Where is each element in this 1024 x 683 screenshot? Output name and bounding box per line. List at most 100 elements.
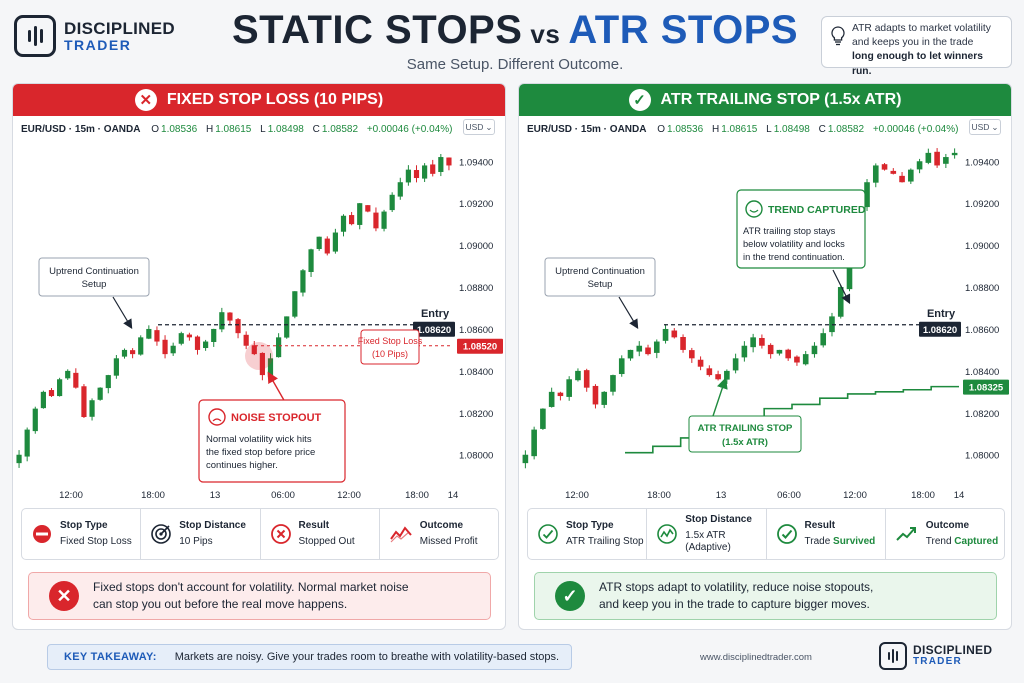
x-tick-label: 12:00 (59, 490, 83, 501)
candle-body (178, 333, 184, 344)
candle-body (81, 386, 87, 418)
candle-body (951, 152, 958, 156)
y-tick-label: 1.09200 (965, 199, 999, 210)
stopout-line-3: continues higher. (206, 460, 278, 471)
captured-line-3: in the trend continuation. (743, 252, 845, 262)
stat-result: Result Stopped Out (261, 509, 380, 559)
candle-body (881, 164, 888, 170)
candle-body (292, 291, 298, 317)
candle-body (872, 165, 879, 183)
candle-body (715, 374, 721, 380)
candle-body (706, 368, 713, 376)
candle-body (324, 238, 330, 254)
x-circle-icon: ✕ (49, 581, 79, 611)
fixed-stop-chart: 1.09400 1.09200 1.09000 1.08800 1.08600 1.084… (16, 153, 503, 501)
y-tick-label: 1.08400 (459, 367, 493, 378)
candle-body (57, 379, 63, 397)
candle-body (73, 372, 79, 388)
candle-body (373, 212, 379, 229)
y-tick-label: 1.08600 (965, 325, 999, 336)
stop-callout-line-2: (10 Pips) (372, 349, 408, 359)
candle-body (829, 316, 835, 333)
entry-label: Entry (421, 308, 450, 320)
page-title: STATIC STOPS vs ATR STOPS (200, 8, 830, 53)
atr-stop-chart: 1.09400 1.09200 1.09000 1.08800 1.08600 1.084… (522, 148, 1009, 501)
atr-stop-header: ✓ ATR TRAILING STOP (1.5x ATR) (519, 84, 1011, 116)
logo-bars-icon (14, 15, 56, 57)
candle-body (105, 375, 111, 389)
brand-logo: DISCIPLINED TRADER (14, 14, 184, 58)
change-value: +0.00046 (+0.04%) (872, 124, 959, 135)
candle-body (697, 359, 704, 367)
currency-select[interactable]: USD ⌄ (969, 119, 1001, 135)
stat-result: Result Trade Survived (767, 509, 886, 559)
x-tick-label: 14 (954, 490, 965, 501)
candle-body (446, 157, 452, 166)
candle-body (259, 352, 265, 376)
candle-body (689, 350, 695, 359)
x-tick-label: 18:00 (405, 490, 429, 501)
stat-outcome: Outcome Trend Captured (886, 509, 1004, 559)
candle-body (820, 333, 827, 346)
candle-body (627, 349, 634, 359)
stopout-callout (198, 399, 346, 483)
candle-body (146, 328, 152, 339)
stopout-line-2: the fixed stop before price (206, 447, 315, 458)
candle-body (540, 408, 546, 429)
stop-callout (360, 329, 420, 365)
candle-body (776, 349, 783, 354)
change-value: +0.00046 (+0.04%) (366, 124, 453, 135)
symbol-label: EUR/USD · 15m · OANDA (21, 124, 141, 135)
y-tick-label: 1.08000 (459, 451, 493, 462)
setup-line-2: Setup (82, 279, 107, 290)
candle-body (186, 334, 192, 338)
candle-body (89, 400, 95, 417)
sad-face-mouth (212, 418, 222, 422)
candle-body (97, 387, 103, 400)
atr-stop-arrow (712, 377, 728, 417)
candle-body (211, 328, 217, 342)
candle-body (389, 194, 395, 211)
stopout-arrow (267, 371, 286, 403)
candle-body (662, 328, 669, 341)
candle-body (24, 429, 30, 457)
fixed-stop-note: ✕ Fixed stops don't account for volatili… (28, 572, 491, 620)
candle-body (413, 170, 420, 179)
atr-stop-line (625, 385, 959, 454)
fixed-stop-panel: ✕ FIXED STOP LOSS (10 PIPS) EUR/USD · 15… (12, 83, 506, 630)
takeaway-text: Markets are noisy. Give your trades room… (174, 651, 560, 663)
candle-body (899, 175, 905, 183)
candle-body (243, 334, 249, 346)
x-tick-label: 12:00 (337, 490, 361, 501)
stat-outcome: Outcome Missed Profit (380, 509, 498, 559)
atr-stop-note: ✓ ATR stops adapt to volatility, reduce … (534, 572, 997, 620)
y-tick-label: 1.08800 (459, 283, 493, 294)
stat-stop-distance: Stop Distance 10 Pips (141, 509, 261, 559)
candle-body (794, 356, 800, 363)
atr-stop-title: ATR TRAILING STOP (1.5x ATR) (660, 91, 902, 108)
candle-body (724, 370, 730, 380)
y-tick-label: 1.09000 (965, 241, 999, 252)
entry-price-tag (413, 321, 455, 337)
x-circle-icon (270, 524, 291, 544)
currency-select[interactable]: USD ⌄ (463, 119, 495, 135)
site-url[interactable]: www.disciplinedtrader.com (700, 652, 812, 663)
candle-body (925, 152, 932, 163)
low-value: 1.08498 (267, 124, 304, 135)
entry-price-label: 1.08620 (417, 325, 451, 336)
x-tick-label: 13 (716, 490, 727, 501)
fixed-stop-title: FIXED STOP LOSS (10 PIPS) (166, 91, 384, 108)
tip-line-1: ATR adapts to market volatility (852, 23, 991, 34)
candle-body (741, 345, 748, 358)
check-circle-icon (776, 524, 797, 544)
stopout-title: NOISE STOPOUT (231, 412, 322, 424)
ohlc-bar: EUR/USD · 15m · OANDA O 1.08536 H 1.08615 … (21, 124, 453, 135)
candle-body (170, 345, 176, 354)
smile-face-mouth (749, 209, 759, 213)
low-value: 1.08498 (773, 124, 810, 135)
captured-line-2: below volatility and locks (743, 239, 845, 249)
candle-body (864, 182, 870, 208)
y-tick-label: 1.09400 (459, 157, 493, 168)
candle-body (422, 165, 428, 179)
stop-price-tag (457, 338, 503, 354)
